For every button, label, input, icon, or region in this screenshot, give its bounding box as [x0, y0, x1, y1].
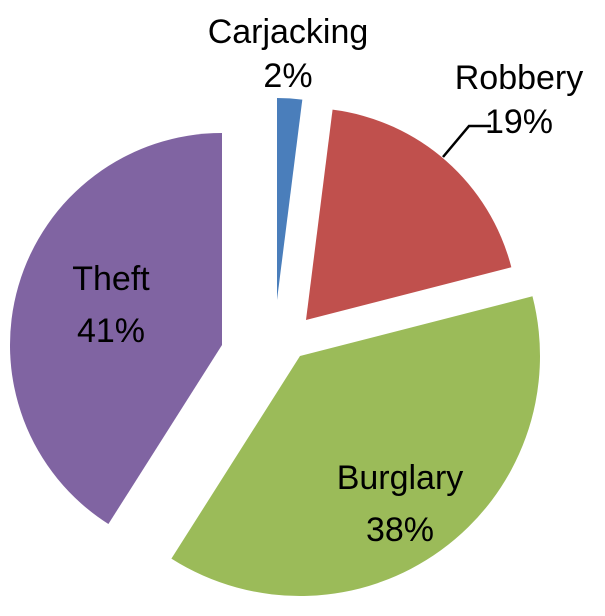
slice-label-theft-value: 41%	[77, 312, 145, 350]
slice-label-burglary-value: 38%	[366, 511, 434, 549]
slice-label-theft-name: Theft	[72, 260, 150, 298]
slice-label-carjacking-name: Carjacking	[208, 13, 369, 51]
slice-label-robbery-value: 19%	[485, 103, 553, 141]
leader-line-robbery	[442, 124, 491, 158]
pie-slices	[9, 98, 541, 597]
slice-label-carjacking-value: 2%	[263, 57, 312, 95]
leader-lines	[442, 124, 491, 158]
slice-labels: Carjacking 2% Robbery 19% Burglary 38% Theft 41…	[72, 13, 583, 549]
pie-slice-robbery	[306, 109, 512, 320]
pie-slice-theft	[9, 132, 222, 524]
pie-slice-carjacking	[277, 98, 303, 300]
slice-label-robbery-name: Robbery	[455, 59, 584, 97]
slice-label-burglary-name: Burglary	[337, 459, 464, 497]
pie-slice-burglary	[171, 296, 541, 597]
